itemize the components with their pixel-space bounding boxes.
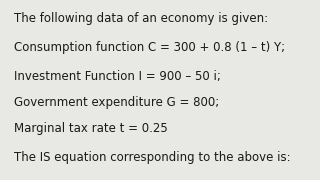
Text: The following data of an economy is given:: The following data of an economy is give… [14, 12, 268, 25]
Text: Marginal tax rate t = 0.25: Marginal tax rate t = 0.25 [14, 122, 168, 135]
Text: Investment Function I = 900 – 50 i;: Investment Function I = 900 – 50 i; [14, 70, 221, 83]
Text: The IS equation corresponding to the above is:: The IS equation corresponding to the abo… [14, 151, 291, 164]
Text: Government expenditure G = 800;: Government expenditure G = 800; [14, 96, 220, 109]
Text: Consumption function C = 300 + 0.8 (1 – t) Y;: Consumption function C = 300 + 0.8 (1 – … [14, 41, 285, 54]
